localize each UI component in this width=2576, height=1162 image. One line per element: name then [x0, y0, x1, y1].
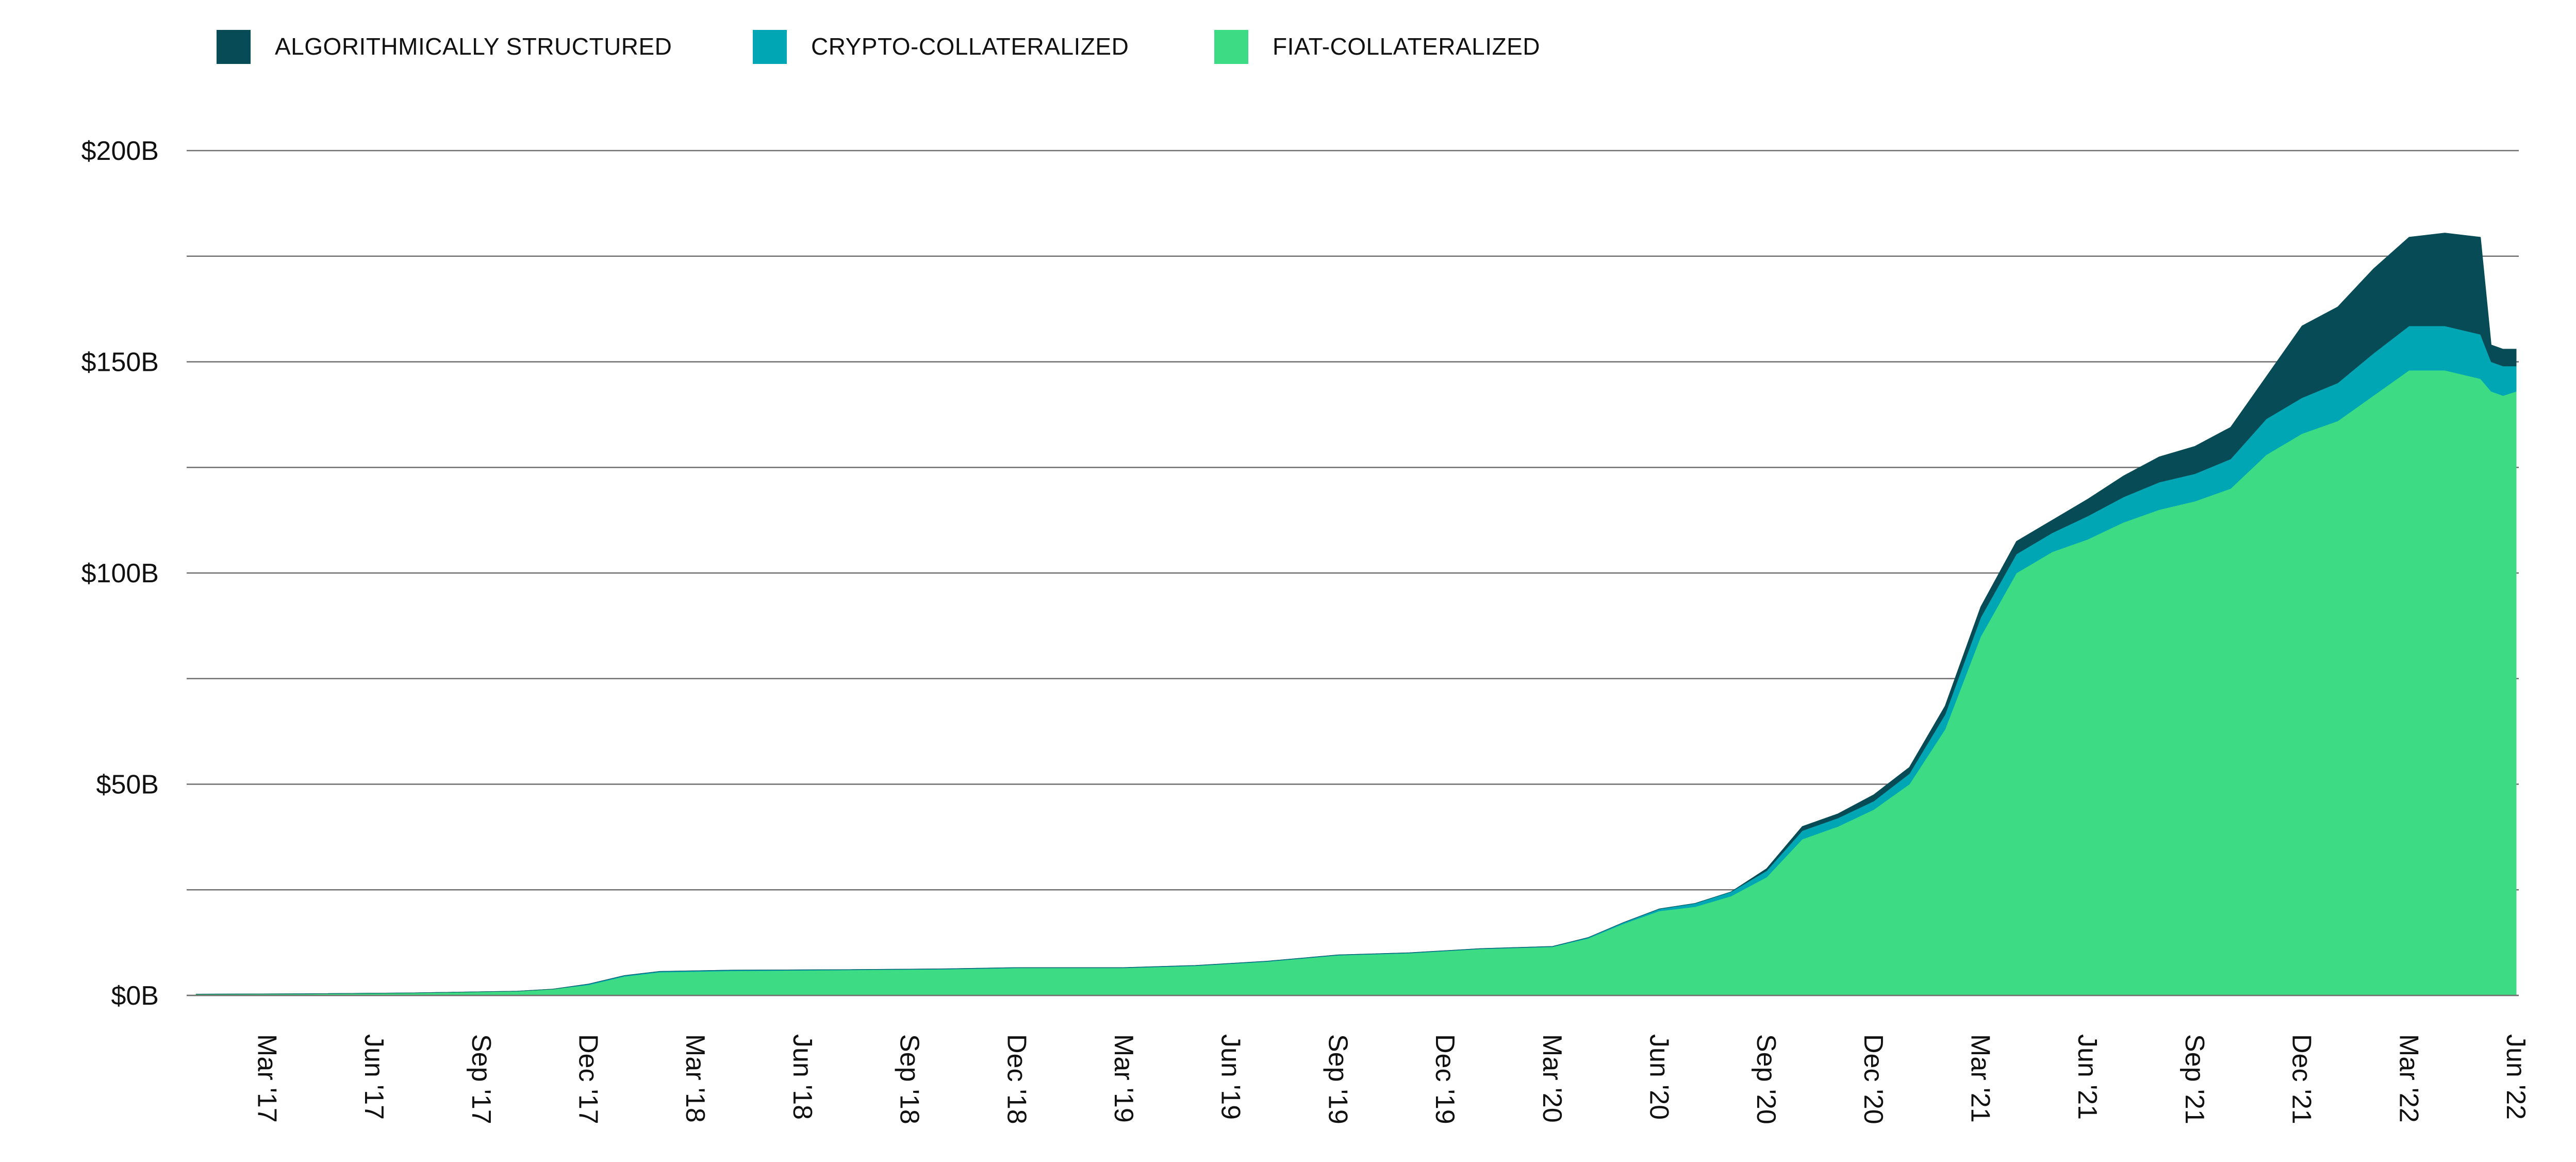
x-tick-label: Jun '17 [359, 1034, 389, 1120]
y-tick-label: $150B [81, 348, 159, 378]
x-tick-label: Jun '22 [2501, 1034, 2531, 1120]
x-tick-label: Dec '19 [1430, 1034, 1460, 1124]
legend-item: ALGORITHMICALLY STRUCTURED [217, 30, 672, 64]
x-tick-label: Mar '20 [1537, 1034, 1567, 1123]
legend-swatch [1214, 30, 1248, 64]
x-tick-label: Jun '18 [787, 1034, 817, 1120]
legend-item: FIAT-COLLATERALIZED [1214, 30, 1540, 64]
area-algorithmically-structured [195, 233, 2517, 995]
x-tick-label: Dec '21 [2287, 1034, 2317, 1124]
x-tick-label: Sep '18 [895, 1034, 924, 1124]
legend-swatch [753, 30, 787, 64]
y-tick-label: $200B [81, 136, 159, 166]
x-tick-label: Jun '21 [2072, 1034, 2102, 1120]
x-tick-label: Dec '20 [1858, 1034, 1888, 1124]
x-tick-label: Dec '17 [573, 1034, 603, 1124]
legend-item: CRYPTO-COLLATERALIZED [753, 30, 1129, 64]
x-tick-label: Mar '22 [2393, 1034, 2423, 1123]
area-layers [187, 233, 2519, 996]
legend-swatch [217, 30, 251, 64]
x-tick-label: Dec '18 [1001, 1034, 1031, 1124]
legend-label: CRYPTO-COLLATERALIZED [811, 33, 1129, 60]
y-axis: $0B $50B $100B $150B $200B [81, 136, 159, 1011]
gridlines [187, 150, 2519, 996]
x-tick-label: Mar '19 [1109, 1034, 1138, 1123]
y-tick-label: $100B [81, 559, 159, 588]
x-tick-label: Jun '20 [1644, 1034, 1674, 1120]
legend-label: FIAT-COLLATERALIZED [1273, 33, 1540, 60]
y-tick-label: $50B [96, 770, 159, 800]
y-tick-label: $0B [111, 981, 159, 1011]
x-tick-label: Mar '17 [252, 1034, 282, 1123]
legend-label: ALGORITHMICALLY STRUCTURED [275, 33, 672, 60]
x-tick-label: Mar '21 [1966, 1034, 1995, 1123]
x-tick-label: Sep '19 [1323, 1034, 1352, 1124]
x-tick-label: Sep '21 [2179, 1034, 2209, 1124]
x-axis: Mar '17 Jun '17 Sep '17 Dec '17 Mar '18 Jun '… [252, 1034, 2531, 1124]
x-tick-label: Mar '18 [680, 1034, 710, 1123]
x-tick-label: Sep '17 [466, 1034, 496, 1124]
x-tick-label: Sep '20 [1751, 1034, 1781, 1124]
x-tick-label: Jun '19 [1216, 1034, 1246, 1120]
legend: ALGORITHMICALLY STRUCTURED CRYPTO-COLLATE… [217, 30, 1540, 64]
